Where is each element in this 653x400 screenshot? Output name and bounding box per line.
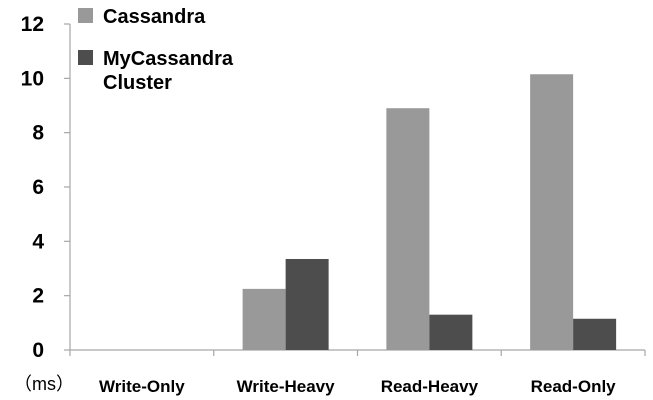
y-tick-label: 0 [32,339,44,362]
x-category-label: Write-Heavy [237,377,335,396]
bar-cassandra [242,288,286,350]
legend-label: MyCassandra Cluster [103,48,234,94]
bars [242,74,617,350]
legend-swatch [78,8,93,23]
y-axis: 0 2 4 6 8 10 12 [21,13,71,362]
y-tick-label: 6 [32,176,44,199]
x-category-label: Read-Only [531,377,617,396]
x-category-label: Write-Only [99,377,185,396]
legend: Cassandra MyCassandra Cluster [78,6,234,94]
x-category-label: Read-Heavy [381,377,479,396]
y-tick-label: 2 [32,285,44,308]
y-tick-label: 4 [32,230,44,253]
bar-cassandra [386,108,430,350]
bar-cassandra [530,74,574,350]
y-tick-label: 10 [21,67,44,90]
bar-mycassandra-cluster [573,318,617,350]
legend-swatch [78,50,93,65]
bar-mycassandra-cluster [285,258,329,350]
bar-mycassandra-cluster [429,314,473,350]
legend-label: Cassandra [103,6,206,28]
y-tick-label: 12 [21,13,44,36]
y-unit-label: （ms） [14,374,74,394]
y-tick-label: 8 [32,122,44,145]
x-axis: Write-Only Write-Heavy Read-Heavy Read-Only [69,349,646,396]
